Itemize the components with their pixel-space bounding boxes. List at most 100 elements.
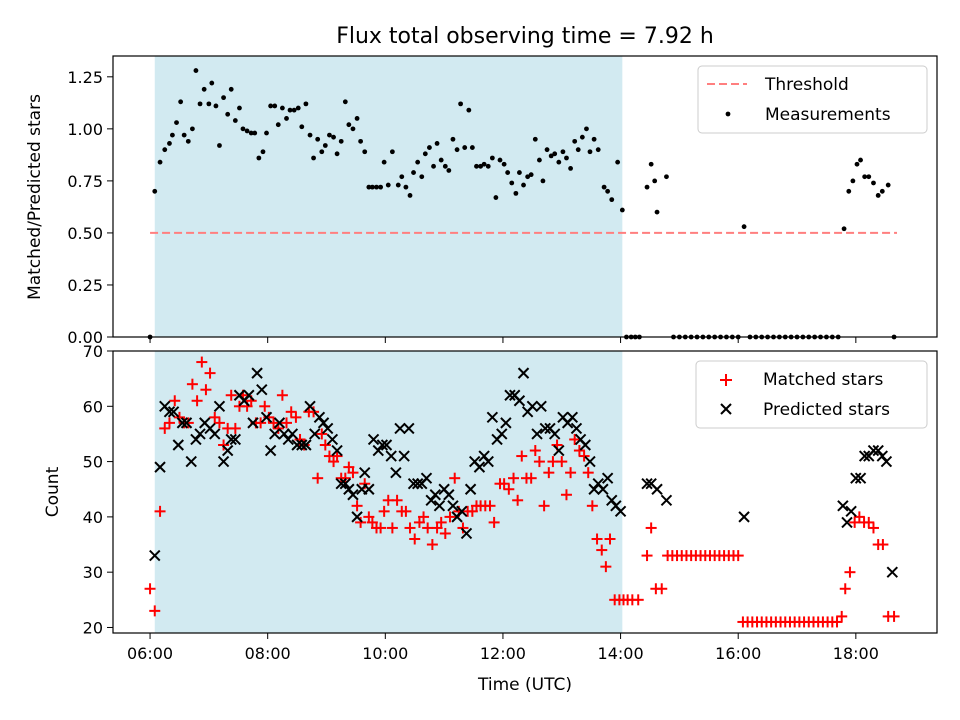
matched-star-point	[276, 389, 288, 401]
matched-star-point	[312, 472, 324, 484]
measurement-point	[513, 190, 519, 196]
measurement-point	[197, 101, 203, 107]
matched-star-point	[347, 467, 359, 479]
measurement-point	[152, 188, 158, 194]
measurement-point	[307, 132, 313, 138]
matched-legend-swatch	[720, 374, 732, 386]
matched-star-point	[560, 489, 572, 501]
measurement-point	[595, 147, 601, 153]
measurement-point	[609, 197, 615, 203]
matched-star-point	[516, 450, 528, 462]
measurement-point	[575, 147, 581, 153]
matched-star-point	[488, 516, 500, 528]
measurement-point	[225, 111, 231, 117]
matched-star-point	[596, 544, 608, 556]
measurement-point	[579, 134, 585, 140]
matched-star-point	[538, 500, 550, 512]
count-y-tick-label: 50	[83, 453, 103, 472]
predicted-star-point	[886, 566, 899, 578]
matched-star-point	[149, 605, 161, 617]
matched-star-point	[578, 450, 590, 462]
measurement-point	[601, 184, 607, 190]
measurement-point	[279, 105, 285, 111]
observing-span	[154, 351, 623, 633]
predicted-star-point	[482, 455, 494, 468]
measurement-point	[568, 166, 573, 171]
ratio-axes: 0.00 0.25 0.50 0.75 1.00 1.25	[67, 68, 857, 347]
measurement-point	[644, 184, 650, 190]
matched-star-point	[191, 395, 203, 407]
matched-star-point	[732, 550, 744, 562]
predicted-star-point	[539, 422, 551, 435]
matched-star-point	[877, 539, 889, 551]
matched-star-point	[632, 594, 644, 606]
measurement-point	[544, 147, 550, 153]
measurement-point	[587, 149, 593, 155]
count-panel: 20 30 40 50 60 70 06:00 08:00 10:00 12:00 14:00 16:…	[43, 342, 938, 695]
matched-star-point	[543, 467, 555, 479]
predicted-legend-swatch	[720, 403, 732, 415]
measurement-point	[431, 163, 436, 169]
measurement-point	[303, 101, 309, 107]
predicted-star-point	[398, 450, 410, 462]
predicted-star-point	[597, 483, 609, 495]
predicted-star-point	[385, 450, 397, 462]
matched-star-point	[391, 494, 403, 506]
matched-star-point	[268, 417, 280, 429]
matched-star-point	[439, 527, 451, 539]
ratio-y-tick-label: 1.00	[67, 120, 103, 139]
x-tick-label: 12:00	[480, 644, 526, 663]
measurements-legend-label: Measurements	[765, 105, 891, 125]
predicted-star-point	[380, 439, 393, 451]
predicted-star-point	[526, 400, 539, 413]
matched-star-point	[525, 472, 537, 484]
measurement-point	[654, 209, 660, 215]
matched-star-point	[355, 516, 367, 528]
measurement-point	[395, 182, 401, 188]
predicted-star-point	[260, 411, 273, 424]
measurement-point	[407, 193, 413, 198]
measurement-point	[438, 157, 444, 163]
measurement-point	[240, 126, 246, 132]
predicted-star-point	[247, 417, 259, 429]
measurement-point	[167, 141, 172, 146]
matched-star-point	[565, 467, 577, 479]
measurement-point	[458, 101, 463, 107]
predicted-star-point	[363, 483, 375, 495]
ratio-y-axis-label: Matched/Predicted stars	[25, 94, 45, 300]
matched-star-point	[582, 467, 594, 479]
matched-star-point	[600, 561, 612, 573]
predicted-star-point	[296, 439, 308, 451]
predicted-star-point	[172, 439, 184, 451]
measurement-point	[346, 122, 352, 128]
measurement-point	[485, 163, 491, 169]
matched-star-point	[431, 522, 443, 534]
matched-star-point	[281, 417, 293, 429]
predicted-star-point	[347, 489, 359, 501]
predicted-star-point	[447, 500, 459, 512]
matched-star-point	[200, 384, 212, 396]
measurement-point	[334, 151, 340, 157]
measurement-point	[162, 147, 168, 153]
x-axis-label: Time (UTC)	[477, 675, 572, 695]
predicted-star-point	[321, 422, 334, 435]
measurement-point	[462, 145, 468, 150]
matched-star-point	[316, 428, 328, 440]
ratio-legend: Threshold Measurements	[697, 65, 928, 134]
predicted-star-point	[243, 389, 255, 401]
predicted-star-point	[411, 477, 424, 490]
measurement-point	[327, 132, 332, 138]
predicted-star-point	[531, 428, 543, 440]
predicted-star-point	[264, 444, 277, 457]
predicted-star-point	[460, 527, 473, 540]
matched-star-point	[839, 583, 851, 595]
measurement-point	[466, 107, 472, 113]
measurement-point	[403, 184, 409, 190]
measurement-point	[564, 155, 569, 161]
measurement-point	[875, 193, 881, 198]
predicted-star-point	[841, 516, 853, 529]
x-tick-label: 08:00	[245, 644, 291, 663]
measurement-point	[741, 224, 747, 230]
matched-star-point	[512, 494, 524, 506]
